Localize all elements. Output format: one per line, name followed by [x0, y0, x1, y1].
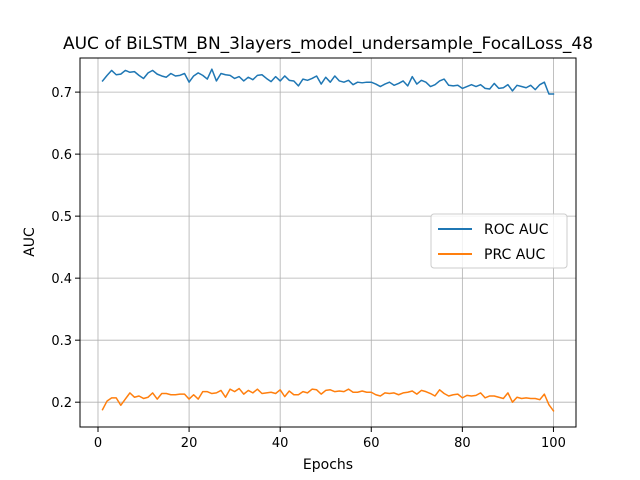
x-tick-label: 40 — [272, 436, 289, 451]
chart-title: AUC of BiLSTM_BN_3layers_model_undersamp… — [63, 34, 593, 54]
y-tick-label: 0.2 — [51, 396, 72, 411]
y-tick-label: 0.7 — [51, 86, 72, 101]
y-tick-label: 0.5 — [51, 210, 72, 225]
x-tick-label: 0 — [94, 436, 102, 451]
legend-label-roc-auc: ROC AUC — [484, 222, 549, 238]
x-axis-title: Epochs — [303, 457, 353, 473]
plot-lines — [101, 68, 555, 412]
x-tick-label: 60 — [363, 436, 380, 451]
plot-area-frame — [79, 57, 577, 428]
y-axis-title: AUC — [22, 227, 38, 257]
y-tick-label: 0.6 — [51, 148, 72, 163]
series-line-prc-auc — [101, 387, 555, 412]
x-tick-label: 80 — [454, 436, 471, 451]
legend-label-prc-auc: PRC AUC — [484, 247, 546, 263]
y-axis: 0.2 0.3 0.4 0.5 0.6 0.7 — [51, 86, 80, 411]
x-axis: 0 20 40 60 80 100 — [94, 427, 566, 451]
x-tick-label: 20 — [181, 436, 198, 451]
y-tick-label: 0.3 — [51, 334, 72, 349]
x-tick-label: 100 — [541, 436, 566, 451]
legend: ROC AUC PRC AUC — [430, 213, 568, 269]
y-tick-label: 0.4 — [51, 272, 72, 287]
series-line-roc-auc — [101, 68, 555, 95]
